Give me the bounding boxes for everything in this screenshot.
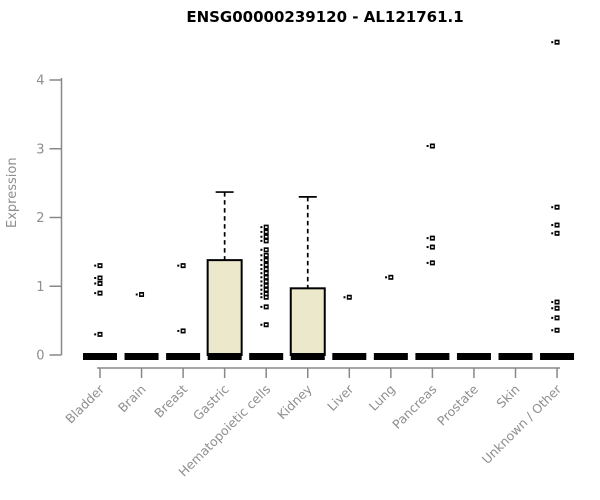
outlier-point	[260, 304, 269, 310]
outlier-point	[94, 290, 103, 296]
box-rect	[206, 259, 243, 356]
x-tick-label: Unknown / Other	[479, 381, 565, 467]
median-bar	[456, 353, 491, 360]
outlier-point	[260, 287, 269, 293]
median-bar	[373, 353, 408, 360]
outlier-point	[94, 331, 103, 337]
outlier-point	[260, 283, 269, 289]
outlier-point	[260, 262, 269, 268]
box-unknown-other	[540, 39, 575, 360]
outlier-point	[343, 294, 352, 300]
outlier-point	[260, 252, 269, 258]
outlier-point	[260, 247, 269, 253]
x-tick-label: Pancreas	[389, 382, 439, 432]
box-liver	[332, 294, 367, 360]
outlier-point	[426, 235, 435, 241]
outlier-point	[260, 294, 269, 300]
x-tick-label: Kidney	[274, 381, 315, 422]
box-rect	[289, 287, 326, 356]
box-hematopoietic-cells	[249, 224, 284, 360]
outlier-point	[426, 244, 435, 250]
box-brain	[124, 292, 159, 360]
x-tick-label: Bladder	[62, 381, 107, 426]
outlier-point	[551, 39, 560, 45]
outlier-point	[260, 238, 269, 244]
median-bar	[332, 353, 367, 360]
outlier-point	[260, 229, 269, 235]
median-bar	[415, 353, 450, 360]
outlier-point	[551, 305, 560, 311]
outlier-point	[426, 143, 435, 149]
median-bar	[124, 353, 159, 360]
median-bar	[166, 353, 201, 360]
outlier-point	[551, 204, 560, 210]
x-tick-label: Gastric	[190, 381, 232, 423]
outlier-point	[551, 230, 560, 236]
outlier-point	[426, 260, 435, 266]
chart-title: ENSG00000239120 - AL121761.1	[186, 8, 464, 26]
outlier-point	[260, 270, 269, 276]
median-bar	[498, 353, 533, 360]
outlier-point	[385, 274, 394, 280]
outlier-point	[94, 275, 103, 281]
box-bladder	[83, 263, 117, 360]
box-skin	[498, 353, 533, 360]
outlier-point	[260, 274, 269, 280]
median-bar	[290, 353, 325, 360]
outlier-point	[260, 278, 269, 284]
y-tick-label: 3	[36, 142, 44, 157]
outlier-point	[260, 234, 269, 240]
box-gastric	[206, 191, 243, 360]
outlier-point	[177, 328, 186, 334]
outlier-point	[94, 281, 103, 286]
x-tick-label: Brain	[115, 382, 149, 416]
outlier-point	[94, 263, 103, 269]
box-prostate	[456, 353, 491, 360]
x-tick-label: Lung	[366, 382, 398, 414]
outlier-point	[260, 224, 269, 230]
y-tick-label: 2	[36, 211, 44, 226]
x-tick-label: Prostate	[434, 381, 481, 428]
outlier-point	[260, 291, 269, 297]
median-bar	[83, 353, 117, 360]
outlier-point	[260, 257, 269, 263]
box-breast	[166, 263, 201, 360]
y-tick-label: 4	[36, 74, 44, 89]
y-tick-label: 0	[36, 349, 44, 364]
outlier-point	[551, 327, 560, 333]
median-bar	[540, 353, 575, 360]
box-kidney	[289, 196, 326, 360]
outlier-point	[260, 266, 269, 272]
median-bar	[207, 353, 242, 360]
outlier-point	[177, 263, 186, 269]
y-tick-label: 1	[36, 280, 44, 295]
box-lung	[373, 274, 408, 360]
median-bar	[249, 353, 284, 360]
outlier-point	[551, 222, 560, 228]
x-tick-label: Liver	[324, 381, 357, 414]
x-tick-label: Breast	[151, 381, 190, 420]
outlier-point	[260, 322, 269, 328]
outlier-point	[551, 315, 560, 321]
box-pancreas	[415, 143, 450, 360]
outlier-point	[135, 292, 145, 297]
x-tick-label: Skin	[493, 382, 522, 411]
outlier-point	[551, 299, 560, 305]
